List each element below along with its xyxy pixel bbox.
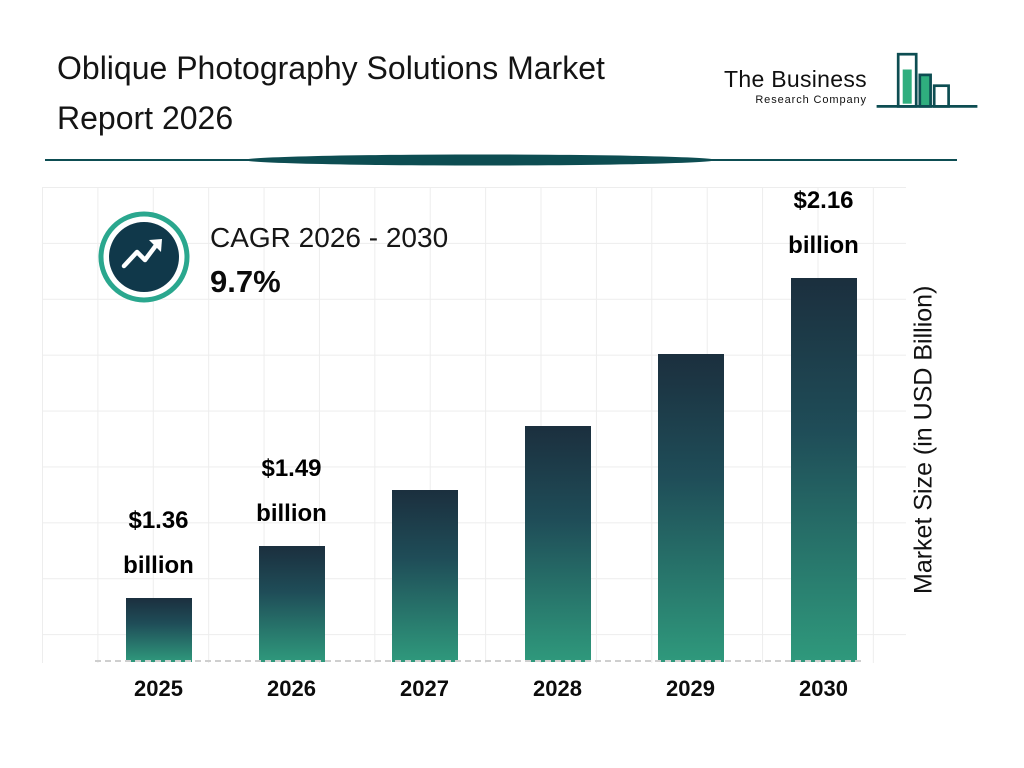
x-axis: 2025 2026 2027 2028 2029 2030 (92, 676, 890, 702)
cagr-value: 9.7% (210, 264, 281, 299)
cagr-trend-icon (98, 211, 190, 303)
company-logo: The Business Research Company (724, 50, 981, 116)
bar-column (624, 354, 757, 662)
bar-column: $1.49 billion (225, 447, 358, 662)
x-tick-label: 2026 (267, 676, 316, 701)
cagr-label: CAGR 2026 - 2030 (210, 222, 449, 253)
logo-bar-chart-icon (876, 52, 978, 108)
company-name: The Business (724, 66, 867, 92)
y-axis-label: Market Size (in USD Billion) (909, 285, 938, 595)
bar (657, 354, 724, 662)
bar-column: $1.36 billion (92, 499, 225, 662)
bar (524, 426, 591, 662)
bar (258, 546, 325, 662)
page-title-line2: Report 2026 (57, 99, 234, 136)
company-subtitle: Research Company (755, 94, 867, 106)
bar-value-label: $1.36 billion (123, 507, 194, 579)
baseline-dashed (95, 660, 861, 662)
bar-value-label: $1.49 billion (256, 455, 327, 527)
x-tick-label: 2029 (666, 676, 715, 701)
company-logo-text: The Business Research Company (724, 66, 867, 106)
x-tick-label: 2030 (799, 676, 848, 701)
bars: $1.36 billion $1.49 billion $2.16 billion (92, 186, 890, 662)
x-tick-label: 2028 (533, 676, 582, 701)
bar-column (491, 426, 624, 662)
divider (45, 154, 957, 166)
bar (790, 278, 857, 662)
page-title-line1: Oblique Photography Solutions Market (57, 50, 605, 86)
bar-value-label: $2.16 billion (788, 187, 859, 259)
bar-column (358, 490, 491, 662)
bar (125, 598, 192, 662)
x-tick-label: 2027 (400, 676, 449, 701)
bar (391, 490, 458, 662)
bar-column: $2.16 billion (757, 179, 890, 662)
x-tick-label: 2025 (134, 676, 183, 701)
page-title: Oblique Photography Solutions Market Rep… (57, 44, 757, 143)
